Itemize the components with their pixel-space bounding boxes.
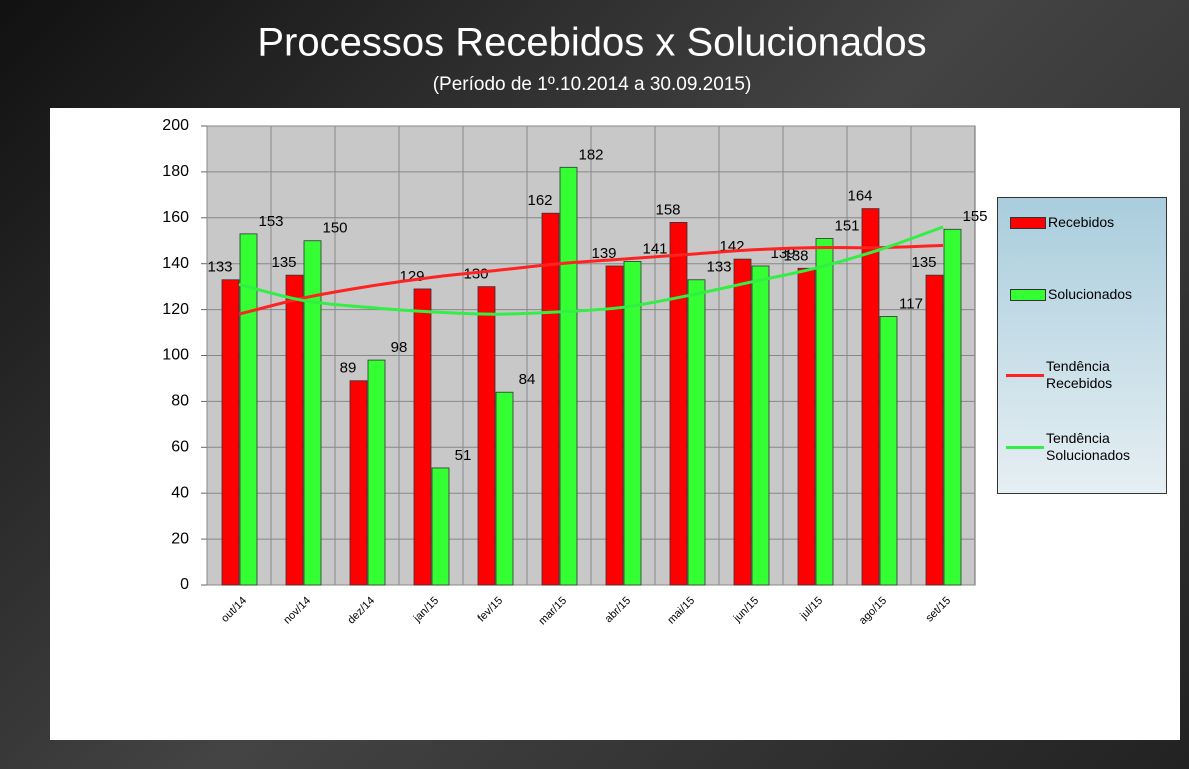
bar: [559, 166, 578, 586]
legend-label: Tendência Recebidos: [1046, 358, 1113, 391]
legend-swatch: [1010, 288, 1046, 301]
data-label: 139: [591, 245, 616, 262]
bar: [605, 265, 624, 586]
bar: [815, 238, 834, 586]
legend-label: Solucionados: [1048, 286, 1133, 302]
bar: [687, 279, 706, 586]
data-label: 133: [706, 259, 731, 276]
y-tick-label: 20: [171, 530, 189, 547]
legend-entry: Tendência Recebidos: [1006, 358, 1126, 392]
trend-line: [238, 225, 944, 316]
legend: Recebidos Solucionados Tendência Recebidos…: [997, 197, 1167, 494]
data-label: 155: [962, 208, 987, 225]
bar: [541, 212, 560, 586]
bar: [669, 221, 688, 586]
data-label: 164: [847, 188, 872, 205]
data-label: 117: [899, 295, 923, 312]
legend-label: Recebidos: [1048, 214, 1115, 230]
data-label: 138: [783, 247, 808, 264]
bar: [623, 261, 642, 586]
data-label: 133: [207, 259, 232, 276]
data-label: 153: [258, 213, 283, 230]
bar: [925, 274, 944, 586]
legend-swatch: [1010, 216, 1046, 229]
bar: [751, 265, 770, 586]
bar: [495, 391, 514, 586]
data-label: 158: [655, 201, 680, 218]
trend-line: [238, 243, 944, 316]
chart-subtitle: (Período de 1º.10.2014 a 30.09.2015): [433, 74, 752, 95]
y-tick-label: 200: [162, 117, 189, 134]
data-label: 98: [391, 339, 408, 356]
bar: [733, 258, 752, 586]
bar: [879, 316, 898, 586]
bar: [367, 359, 386, 586]
legend-swatch: [1006, 373, 1044, 377]
bar: [861, 208, 880, 586]
y-tick-label: 160: [162, 209, 189, 226]
legend-entry: Tendência Solucionados: [1006, 430, 1131, 464]
bar: [221, 279, 240, 586]
bar: [349, 380, 368, 586]
legend-label: Tendência Solucionados: [1046, 430, 1131, 463]
data-label: 135: [271, 254, 296, 271]
data-label: 150: [322, 220, 347, 237]
bar: [285, 274, 304, 586]
bar: [413, 288, 432, 586]
data-label: 130: [463, 266, 488, 283]
bar: [797, 267, 816, 586]
bar: [303, 240, 322, 586]
data-label: 141: [642, 240, 667, 257]
y-tick-label: 100: [162, 347, 189, 364]
y-tick-label: 60: [171, 439, 189, 456]
data-label: 135: [911, 254, 936, 271]
y-tick-label: 40: [171, 484, 189, 501]
y-tick-label: 180: [162, 163, 189, 180]
bar: [943, 228, 962, 586]
y-tick-label: 140: [162, 255, 189, 272]
data-label: 89: [340, 360, 357, 377]
data-label: 84: [519, 371, 536, 388]
legend-swatch: [1006, 445, 1044, 449]
chart-title: Processos Recebidos x Solucionados: [257, 21, 926, 65]
legend-entry: Solucionados: [1006, 286, 1163, 303]
bar: [239, 233, 258, 586]
data-label: 182: [578, 146, 603, 163]
bar: [477, 286, 496, 586]
y-tick-label: 120: [162, 301, 189, 318]
data-label: 151: [834, 217, 859, 234]
y-tick-label: 0: [180, 576, 189, 593]
data-label: 51: [455, 447, 472, 464]
bar: [431, 467, 450, 586]
legend-entry: Recebidos: [1006, 214, 1163, 231]
y-tick-label: 80: [171, 393, 189, 410]
data-label: 162: [527, 192, 552, 209]
